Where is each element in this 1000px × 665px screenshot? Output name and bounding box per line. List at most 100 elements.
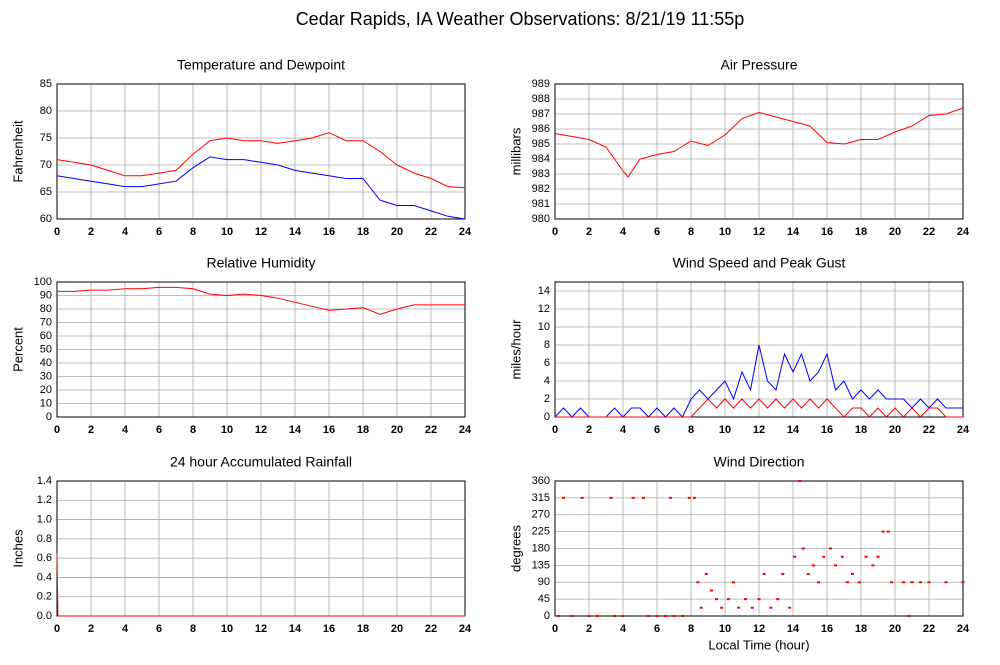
data-point xyxy=(961,581,965,584)
data-point xyxy=(743,598,747,601)
x-tick-label: 10 xyxy=(719,424,731,436)
x-tick-label: 14 xyxy=(289,424,302,436)
x-tick-label: 0 xyxy=(552,226,558,238)
x-tick-label: 16 xyxy=(821,424,833,436)
data-point xyxy=(811,564,815,567)
y-tick-label: 60 xyxy=(40,213,52,225)
y-tick-label: 70 xyxy=(40,159,52,171)
chart-title: Wind Speed and Peak Gust xyxy=(673,255,846,271)
y-axis-label: Percent xyxy=(10,327,25,372)
y-tick-label: 360 xyxy=(532,475,550,487)
y-tick-label: 50 xyxy=(40,343,52,355)
y-tick-label: 981 xyxy=(532,198,550,210)
data-point xyxy=(793,555,797,558)
plot-frame xyxy=(56,83,466,220)
data-point xyxy=(750,606,754,609)
x-tick-label: 8 xyxy=(688,424,694,436)
y-tick-label: 90 xyxy=(40,289,52,301)
y-tick-label: 0.2 xyxy=(37,591,52,603)
data-point xyxy=(798,480,802,482)
x-tick-label: 6 xyxy=(654,424,660,436)
data-point xyxy=(881,530,885,533)
data-point xyxy=(704,573,708,575)
data-point xyxy=(664,615,667,617)
y-tick-label: 0 xyxy=(544,610,550,622)
y-tick-label: 0.0 xyxy=(37,610,52,622)
data-point xyxy=(669,496,673,499)
x-tick-label: 6 xyxy=(156,226,162,238)
x-tick-label: 22 xyxy=(425,226,437,238)
data-point xyxy=(822,555,826,558)
data-point xyxy=(864,555,868,558)
y-tick-label: 10 xyxy=(538,321,550,333)
x-tick-label: 18 xyxy=(855,424,867,436)
y-tick-label: 986 xyxy=(532,123,550,135)
x-tick-label: 10 xyxy=(719,623,731,635)
y-tick-label: 135 xyxy=(532,559,550,571)
x-tick-label: 20 xyxy=(889,623,901,635)
data-point xyxy=(647,615,650,617)
x-tick-label: 2 xyxy=(88,226,94,238)
data-point xyxy=(696,581,700,584)
data-point xyxy=(781,573,785,575)
data-point xyxy=(828,547,832,550)
y-tick-label: 988 xyxy=(532,93,550,105)
x-tick-label: 0 xyxy=(552,424,558,436)
data-point xyxy=(596,615,599,617)
y-tick-label: 0.4 xyxy=(37,571,52,583)
x-tick-label: 22 xyxy=(425,424,437,436)
x-tick-label: 4 xyxy=(620,424,627,436)
x-tick-label: 4 xyxy=(620,623,627,635)
x-tick-label: 14 xyxy=(787,424,800,436)
data-line xyxy=(56,553,465,617)
x-tick-label: 10 xyxy=(221,424,233,436)
x-tick-label: 2 xyxy=(586,226,592,238)
x-tick-label: 16 xyxy=(821,226,833,238)
y-axis-label: Inches xyxy=(10,529,25,568)
data-point xyxy=(726,598,730,601)
data-point xyxy=(580,496,584,499)
y-tick-label: 80 xyxy=(40,303,52,315)
x-tick-label: 8 xyxy=(190,424,196,436)
x-tick-label: 0 xyxy=(54,226,60,238)
x-tick-label: 12 xyxy=(255,424,267,436)
x-tick-label: 20 xyxy=(889,424,901,436)
x-tick-label: 14 xyxy=(289,226,302,238)
y-tick-label: 982 xyxy=(532,183,550,195)
x-tick-label: 22 xyxy=(923,226,935,238)
plot-frame xyxy=(56,281,466,418)
data-point xyxy=(641,496,645,499)
data-point xyxy=(655,615,659,617)
x-tick-label: 12 xyxy=(753,623,765,635)
y-tick-label: 75 xyxy=(40,132,52,144)
y-tick-label: 20 xyxy=(40,384,52,396)
y-tick-label: 80 xyxy=(40,105,52,117)
x-tick-label: 4 xyxy=(122,424,129,436)
x-tick-label: 22 xyxy=(425,623,437,635)
x-tick-label: 20 xyxy=(391,623,403,635)
data-point xyxy=(788,606,792,609)
y-tick-label: 980 xyxy=(532,213,550,225)
y-tick-label: 1.4 xyxy=(37,475,52,487)
x-tick-label: 14 xyxy=(289,623,302,635)
data-point xyxy=(681,615,684,617)
x-tick-label: 18 xyxy=(855,226,867,238)
x-tick-label: 2 xyxy=(586,424,592,436)
y-tick-label: 40 xyxy=(40,357,52,369)
data-point xyxy=(871,564,875,567)
data-point xyxy=(762,573,766,575)
y-tick-label: 987 xyxy=(532,108,550,120)
data-point xyxy=(919,581,922,584)
data-point xyxy=(876,555,880,558)
x-tick-label: 14 xyxy=(787,623,800,635)
data-line xyxy=(554,107,964,178)
data-point xyxy=(556,615,560,617)
chart-title: Relative Humidity xyxy=(207,255,316,271)
x-tick-label: 2 xyxy=(88,424,94,436)
x-tick-label: 14 xyxy=(787,226,800,238)
data-point xyxy=(672,615,676,617)
data-point xyxy=(587,615,591,617)
x-tick-label: 4 xyxy=(122,623,129,635)
